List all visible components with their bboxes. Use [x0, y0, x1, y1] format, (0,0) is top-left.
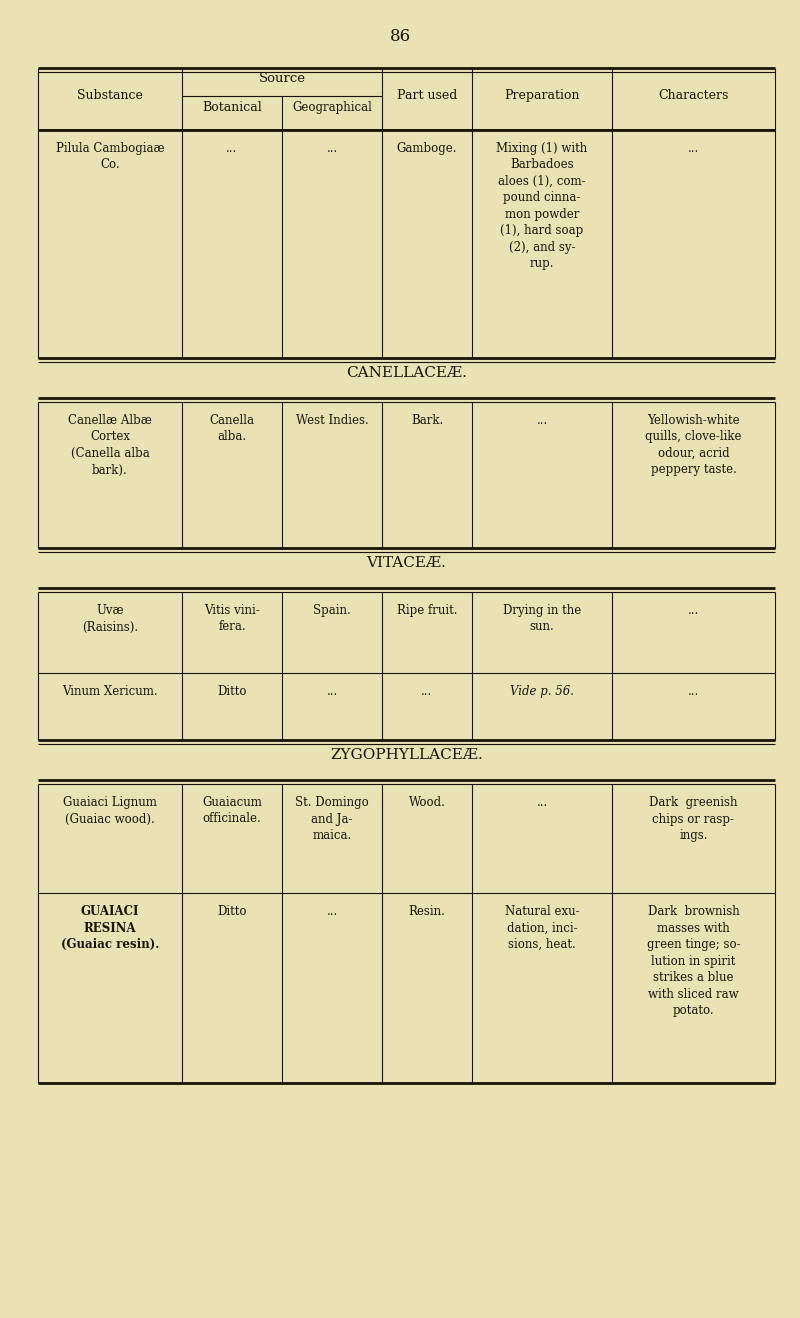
Text: ...: ...	[226, 142, 238, 156]
Text: Geographical: Geographical	[292, 101, 372, 115]
Text: Uvæ
(Raisins).: Uvæ (Raisins).	[82, 604, 138, 634]
Text: Gamboge.: Gamboge.	[397, 142, 458, 156]
Text: Natural exu-
dation, inci-
sions, heat.: Natural exu- dation, inci- sions, heat.	[505, 905, 579, 952]
Text: ...: ...	[536, 796, 548, 809]
Text: West Indies.: West Indies.	[296, 414, 368, 427]
Text: St. Domingo
and Ja-
maica.: St. Domingo and Ja- maica.	[295, 796, 369, 842]
Text: Canellæ Albæ
Cortex
(Canella alba
bark).: Canellæ Albæ Cortex (Canella alba bark).	[68, 414, 152, 477]
Text: ZYGOPHYLLACEÆ.: ZYGOPHYLLACEÆ.	[330, 749, 483, 762]
Text: Mixing (1) with
Barbadoes
aloes (1), com-
pound cinna-
mon powder
(1), hard soap: Mixing (1) with Barbadoes aloes (1), com…	[496, 142, 588, 270]
Text: Resin.: Resin.	[409, 905, 446, 919]
Text: Substance: Substance	[77, 90, 143, 103]
Text: Drying in the
sun.: Drying in the sun.	[503, 604, 581, 634]
Text: Botanical: Botanical	[202, 101, 262, 115]
Text: Dark  brownish
masses with
green tinge; so-
lution in spirit
strikes a blue
with: Dark brownish masses with green tinge; s…	[646, 905, 740, 1017]
Text: Part used: Part used	[397, 90, 457, 103]
Text: Pilula Cambogiaæ
Co.: Pilula Cambogiaæ Co.	[56, 142, 164, 171]
Text: Spain.: Spain.	[313, 604, 351, 617]
Text: Yellowish-white
quills, clove-like
odour, acrid
peppery taste.: Yellowish-white quills, clove-like odour…	[646, 414, 742, 477]
Text: ...: ...	[536, 414, 548, 427]
Text: 86: 86	[390, 28, 410, 45]
Text: Guaiacum
officinale.: Guaiacum officinale.	[202, 796, 262, 825]
Text: Wood.: Wood.	[409, 796, 446, 809]
Text: ...: ...	[688, 685, 699, 699]
Text: Characters: Characters	[658, 90, 729, 103]
Text: Guaiaci Lignum
(Guaiac wood).: Guaiaci Lignum (Guaiac wood).	[63, 796, 157, 825]
Text: Ditto: Ditto	[218, 905, 246, 919]
Text: Vinum Xericum.: Vinum Xericum.	[62, 685, 158, 699]
Text: Ditto: Ditto	[218, 685, 246, 699]
Text: GUAIACI
RESINA
(Guaiac resin).: GUAIACI RESINA (Guaiac resin).	[61, 905, 159, 952]
Text: Preparation: Preparation	[504, 90, 580, 103]
Text: ...: ...	[326, 685, 338, 699]
Text: Vide p. 56.: Vide p. 56.	[510, 685, 574, 699]
Text: Bark.: Bark.	[411, 414, 443, 427]
Text: ...: ...	[688, 604, 699, 617]
Text: CANELLACEÆ.: CANELLACEÆ.	[346, 366, 467, 380]
Text: ...: ...	[326, 905, 338, 919]
Text: VITACEÆ.: VITACEÆ.	[366, 556, 446, 569]
Text: ...: ...	[688, 142, 699, 156]
Text: ...: ...	[326, 142, 338, 156]
Text: ...: ...	[422, 685, 433, 699]
Text: Source: Source	[258, 72, 306, 86]
Text: Ripe fruit.: Ripe fruit.	[397, 604, 458, 617]
Text: Canella
alba.: Canella alba.	[210, 414, 254, 443]
Text: Dark  greenish
chips or rasp-
ings.: Dark greenish chips or rasp- ings.	[650, 796, 738, 842]
Text: Vitis vini-
fera.: Vitis vini- fera.	[204, 604, 260, 634]
